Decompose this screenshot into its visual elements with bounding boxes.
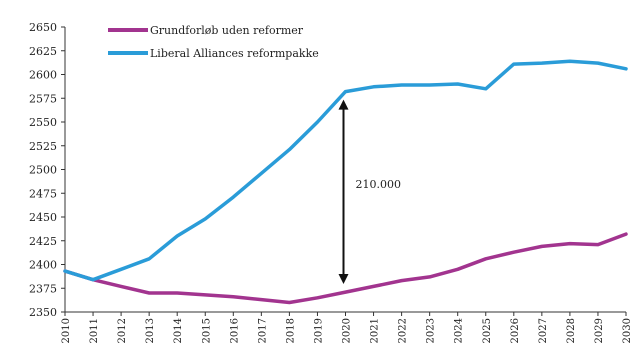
x-tick-label: 2021 xyxy=(370,318,381,343)
x-tick-label: 2027 xyxy=(538,318,549,343)
y-tick-label: 2500 xyxy=(29,164,57,177)
y-tick-label: 2425 xyxy=(29,235,57,248)
chart-axes xyxy=(64,27,626,313)
y-tick-label: 2600 xyxy=(29,69,57,82)
legend-label-1: Grundforløb uden reformer xyxy=(150,24,304,37)
x-tick-label: 2022 xyxy=(398,318,409,343)
difference-label: 210.000 xyxy=(356,178,402,191)
x-tick-label: 2016 xyxy=(229,318,240,343)
x-tick-label: 2018 xyxy=(285,318,296,343)
x-tick-label: 2020 xyxy=(342,318,353,343)
arrow-head-up-icon xyxy=(338,99,349,110)
arrow-head-down-icon xyxy=(338,274,349,285)
y-tick-label: 2400 xyxy=(29,259,57,272)
series-line-1 xyxy=(63,232,628,305)
y-tick-label: 2650 xyxy=(29,21,57,34)
y-tick-label: 2625 xyxy=(29,45,57,58)
x-tick-label: 2019 xyxy=(313,318,324,343)
y-tick-label: 2575 xyxy=(29,92,57,105)
y-tick-label: 2350 xyxy=(29,306,57,319)
x-tick-label: 2012 xyxy=(117,318,128,343)
y-tick-label: 2525 xyxy=(29,140,57,153)
y-axis-ticks: 2650 2625 2600 2575 2550 2525 2500 2475 2450 2425… xyxy=(29,21,65,319)
x-tick-label: 2028 xyxy=(566,318,577,343)
x-tick-label: 2013 xyxy=(145,318,156,343)
series-lines xyxy=(63,59,628,305)
x-tick-label: 2011 xyxy=(89,318,100,343)
y-tick-label: 2450 xyxy=(29,211,57,224)
x-tick-label: 2026 xyxy=(510,318,521,343)
difference-annotation: 210.000 xyxy=(338,99,402,285)
x-tick-label: 2015 xyxy=(201,318,212,343)
x-tick-label: 2010 xyxy=(61,318,72,343)
legend-label-2: Liberal Alliances reformpakke xyxy=(150,47,319,60)
x-tick-label: 2023 xyxy=(426,318,437,343)
x-tick-label: 2024 xyxy=(454,318,465,343)
y-tick-label: 2375 xyxy=(29,282,57,295)
x-tick-label: 2017 xyxy=(257,318,268,343)
x-tick-label: 2025 xyxy=(482,318,493,343)
x-tick-label: 2030 xyxy=(622,318,632,343)
y-tick-label: 2550 xyxy=(29,116,57,129)
x-tick-label: 2014 xyxy=(173,318,184,343)
legend: Grundforløb uden reformer Liberal Allianc… xyxy=(108,24,319,60)
x-tick-label: 2029 xyxy=(594,318,605,343)
x-axis-ticks: 2010 2011 2012 2013 2014 2015 2016 2017 2018 2019… xyxy=(61,312,632,343)
y-tick-label: 2475 xyxy=(29,187,57,200)
